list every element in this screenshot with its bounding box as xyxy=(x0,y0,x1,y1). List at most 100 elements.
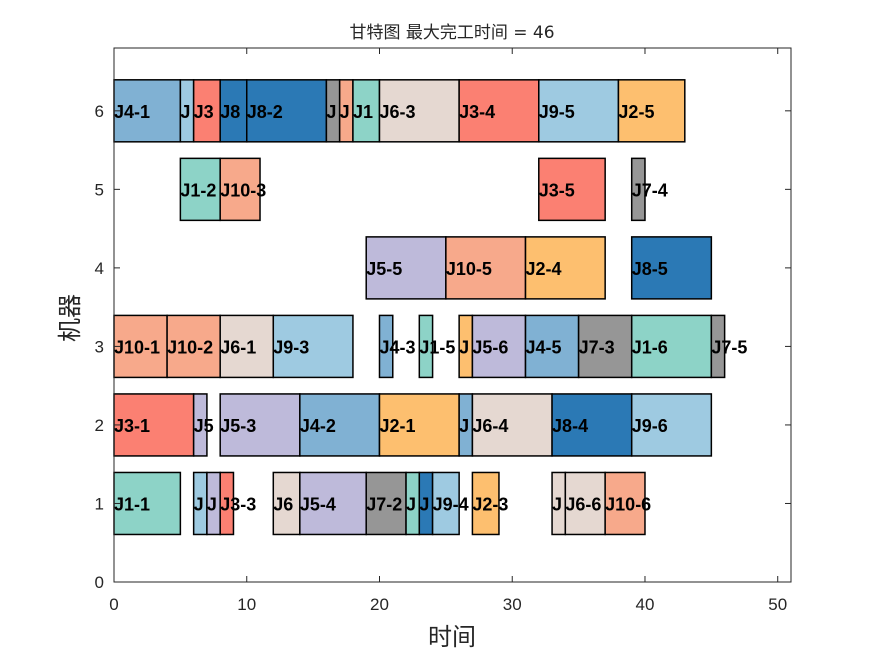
task-label: J xyxy=(406,494,416,514)
task-label: J2-1 xyxy=(379,416,415,436)
task-bar-j3-4-m6 xyxy=(458,79,540,143)
task-label: J10-1 xyxy=(114,337,160,357)
task-label: J4-3 xyxy=(379,337,415,357)
task-bar-j5-5-m4 xyxy=(365,236,447,300)
task-label: J8-5 xyxy=(632,259,668,279)
task-label: J2-4 xyxy=(526,259,562,279)
task-label: J6-3 xyxy=(379,102,415,122)
task-label: J9-4 xyxy=(433,494,469,514)
y-tick-label: 1 xyxy=(95,494,104,513)
task-label: J8 xyxy=(220,102,240,122)
task-label: J9-3 xyxy=(273,337,309,357)
task-bar-j3-5-m5 xyxy=(538,157,606,222)
task-bar-j2-3-m1 xyxy=(471,471,500,536)
task-label: J6-4 xyxy=(472,416,508,436)
task-bar-j1-1-m1 xyxy=(113,471,182,536)
task-label: J8-4 xyxy=(552,416,588,436)
task-label: J6-1 xyxy=(220,337,256,357)
task-label: J xyxy=(180,102,190,122)
task-label: J xyxy=(419,494,429,514)
task-bar-j2-1-m2 xyxy=(378,393,460,457)
axes-layer: 0 10 20 30 40 50 0 1 2 3 4 5 6 xyxy=(95,47,792,614)
task-bar-j7-2-m1 xyxy=(365,471,407,536)
task-label: J xyxy=(459,416,469,436)
task-label: J1-6 xyxy=(632,337,668,357)
task-label: J5 xyxy=(194,416,214,436)
task-label: J4-1 xyxy=(114,102,150,122)
task-bar-j1-6-m3 xyxy=(630,314,713,379)
task-bar-j9-3-m3 xyxy=(272,314,354,379)
task-label: J10-5 xyxy=(446,259,492,279)
x-tick-label: 20 xyxy=(370,595,389,614)
task-bar-j5-m2 xyxy=(192,393,208,457)
task-label: J xyxy=(207,494,217,514)
task-bar-j1-m6 xyxy=(352,79,381,143)
task-label: J1-5 xyxy=(419,337,455,357)
task-label: J1-2 xyxy=(180,180,216,200)
x-tick-label: 40 xyxy=(636,595,655,614)
y-tick-label: 0 xyxy=(95,573,104,592)
task-label: J xyxy=(340,102,350,122)
task-bar-j7-4-m5 xyxy=(630,157,646,222)
task-label: J3-3 xyxy=(220,494,256,514)
task-label: J7-5 xyxy=(711,337,747,357)
task-label: J10-3 xyxy=(220,180,266,200)
task-bar-j5-3-m2 xyxy=(219,393,301,457)
task-label: J3 xyxy=(194,102,214,122)
task-label: J6-6 xyxy=(565,494,601,514)
x-tick-label: 0 xyxy=(109,595,118,614)
task-bar-j3-1-m2 xyxy=(113,393,195,457)
task-bar-j9-6-m2 xyxy=(630,393,713,457)
task-label: J5-6 xyxy=(472,337,508,357)
task-bar-j5-4-m1 xyxy=(299,471,367,536)
task-label: J2-3 xyxy=(472,494,508,514)
task-label: J9-6 xyxy=(632,416,668,436)
task-bar-j10-5-m4 xyxy=(445,236,527,300)
x-axis-label: 时间 xyxy=(428,623,476,651)
task-label: J2-5 xyxy=(618,102,654,122)
task-label: J3-5 xyxy=(539,180,575,200)
task-label: J10-6 xyxy=(605,494,651,514)
task-label: J1-1 xyxy=(114,494,150,514)
task-label: J8-2 xyxy=(247,102,283,122)
task-bar-j3-3-m1 xyxy=(219,471,235,536)
task-bar-j6-3-m6 xyxy=(378,79,460,143)
chart-title: 甘特图 最大完工时间 = 46 xyxy=(349,23,554,43)
bar-labels-layer: J4-1 J J3 J8 J8-2 J J J1 J6-3 J3-4 J9-5 J2-5J1-2 J10… xyxy=(114,102,747,515)
y-tick-label: 6 xyxy=(95,102,104,121)
task-label: J7-4 xyxy=(632,180,668,200)
task-bar-j2-4-m4 xyxy=(524,236,606,300)
task-label: J3-4 xyxy=(459,102,495,122)
task-bar-j10-6-m1 xyxy=(604,471,646,536)
y-tick-label: 3 xyxy=(95,337,104,356)
task-bar-j4-5-m3 xyxy=(524,314,580,379)
task-label: J10-2 xyxy=(167,337,213,357)
task-label: J3-1 xyxy=(114,416,150,436)
task-bar-j5-6-m3 xyxy=(471,314,527,379)
task-label: J1 xyxy=(353,102,373,122)
task-label: J xyxy=(552,494,562,514)
task-label: J7-2 xyxy=(366,494,402,514)
x-tick-label: 10 xyxy=(237,595,256,614)
y-axis-label: 机器 xyxy=(56,294,84,342)
task-bar-j6-1-m3 xyxy=(219,314,275,379)
task-bar-j6-4-m2 xyxy=(471,393,553,457)
task-label: J xyxy=(194,494,204,514)
task-label: J5-5 xyxy=(366,259,402,279)
task-label: J4-2 xyxy=(300,416,336,436)
task-bar-j1-2-m5 xyxy=(179,157,221,222)
task-label: J7-3 xyxy=(579,337,615,357)
task-bar-j4-1-m6 xyxy=(113,79,182,143)
task-label: J xyxy=(326,102,336,122)
task-label: J9-5 xyxy=(539,102,575,122)
task-bar-j10-3-m5 xyxy=(219,157,261,222)
task-bar-j8-4-m2 xyxy=(551,393,633,457)
task-bar-j7-3-m3 xyxy=(577,314,633,379)
plot-box xyxy=(113,47,792,583)
task-bar-j9-4-m1 xyxy=(431,471,460,536)
y-tick-label: 4 xyxy=(95,259,104,278)
task-label: J5-4 xyxy=(300,494,336,514)
task-bar-j8-2-m6 xyxy=(245,79,328,143)
